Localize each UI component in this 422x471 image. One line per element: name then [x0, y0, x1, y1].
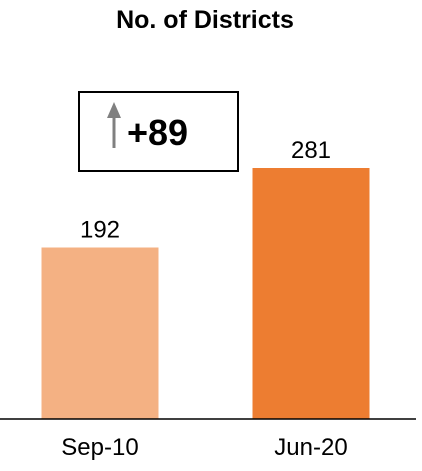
annotation-value: +89 — [127, 112, 188, 153]
annotation-box — [78, 91, 239, 172]
value-labels-group: 192 281 — [80, 137, 331, 243]
bar-jun-20 — [252, 168, 370, 419]
value-label-jun-20: 281 — [291, 137, 331, 164]
x-tick-label-sep-10: Sep-10 — [61, 434, 138, 461]
bar-sep-10 — [41, 247, 159, 419]
chart-title: No. of Districts — [116, 6, 294, 34]
x-tick-labels-group: Sep-10 Jun-20 — [61, 434, 347, 461]
bars-group — [41, 168, 370, 419]
change-annotation: +89 — [78, 91, 239, 172]
x-tick-label-jun-20: Jun-20 — [274, 434, 347, 461]
value-label-sep-10: 192 — [80, 216, 120, 243]
up-arrow-icon — [107, 102, 121, 148]
